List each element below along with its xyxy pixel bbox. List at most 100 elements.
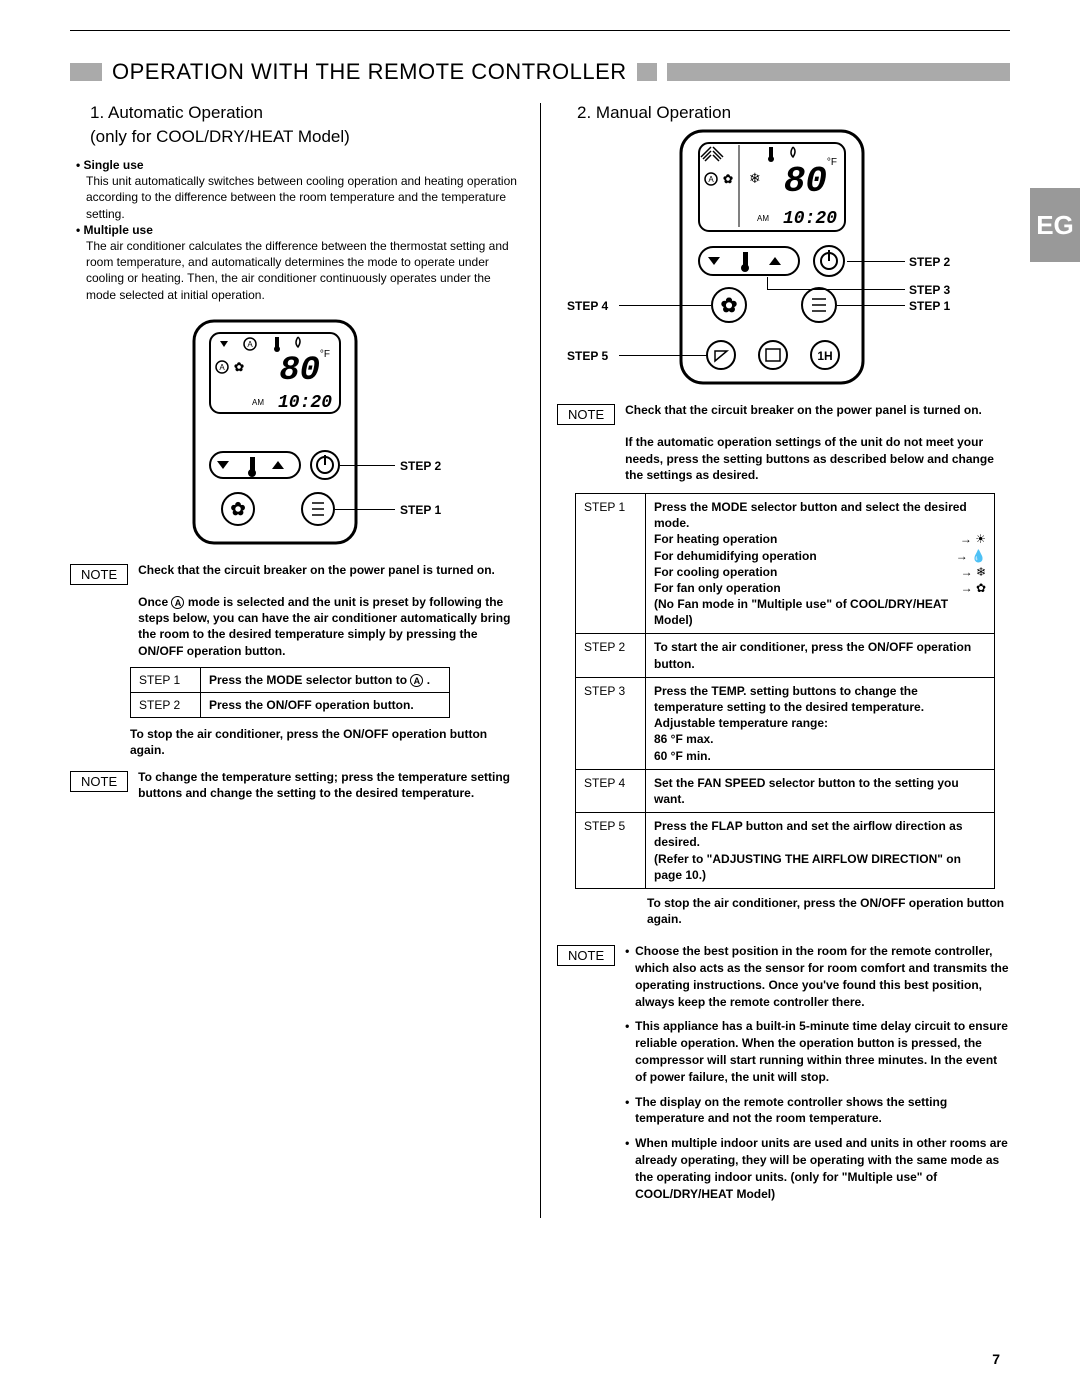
note1-text-l: Check that the circuit breaker on the po… — [138, 562, 524, 659]
r-cell-step3-desc: Press the TEMP. setting buttons to chang… — [646, 677, 995, 769]
note2-text-l: To change the temperature setting; press… — [138, 769, 524, 801]
note1a-l: Check that the circuit breaker on the po… — [138, 563, 495, 577]
table-row: STEP 5 Press the FLAP button and set the… — [576, 813, 995, 889]
svg-text:A: A — [219, 363, 225, 372]
auto-heading: 1. Automatic Operation — [90, 103, 524, 123]
leader-step2-l — [340, 465, 395, 466]
svg-text:10:20: 10:20 — [278, 393, 332, 413]
leader-step3v — [767, 277, 768, 289]
cell-step2-desc: Press the ON/OFF operation button. — [201, 693, 450, 718]
svg-text:AM: AM — [252, 398, 264, 407]
note1-row-r: NOTE Check that the circuit breaker on t… — [557, 402, 1010, 483]
r-cell-step4: STEP 4 — [576, 769, 646, 812]
r-step1-l1: Press the MODE selector button and selec… — [654, 499, 986, 531]
auto-bullets: • Single use This unit automatically swi… — [76, 157, 524, 303]
step-table-left: STEP 1 Press the MODE selector button to… — [130, 667, 450, 718]
manual-heading-text: Manual Operation — [596, 103, 731, 122]
two-column-layout: 1. Automatic Operation (only for COOL/DR… — [70, 103, 1010, 1218]
svg-text:A: A — [247, 340, 253, 349]
svg-text:80: 80 — [784, 161, 827, 202]
note1b-r: If the automatic operation settings of t… — [625, 435, 994, 481]
auto-heading-num: 1. — [90, 103, 104, 122]
leader-step3-r — [767, 289, 905, 290]
column-manual: 2. Manual Operation A ✿ ❄ — [540, 103, 1010, 1218]
after-table-l: To stop the air conditioner, press the O… — [130, 726, 524, 758]
note2-i1: Choose the best position in the room for… — [625, 943, 1010, 1010]
svg-text:°F: °F — [320, 349, 330, 360]
svg-text:°F: °F — [827, 157, 837, 168]
step5-label-r: STEP 5 — [567, 349, 608, 363]
note2-i4: When multiple indoor units are used and … — [625, 1135, 1010, 1202]
step1-label-l: STEP 1 — [400, 503, 441, 517]
bullet-single-text: This unit automatically switches between… — [86, 173, 524, 222]
remote-svg-right: A ✿ ❄ 80 °F AM 10:20 — [677, 127, 867, 387]
r-step1-note: (No Fan mode in "Multiple use" of COOL/D… — [654, 596, 986, 628]
note1-text-r: Check that the circuit breaker on the po… — [625, 402, 1010, 483]
svg-text:✿: ✿ — [230, 499, 245, 519]
svg-text:AM: AM — [757, 214, 769, 223]
leader-step4-r — [619, 305, 711, 306]
r-step3-c: 86 °F max. — [654, 731, 986, 747]
step2-label-l: STEP 2 — [400, 459, 441, 473]
svg-text:✿: ✿ — [721, 295, 738, 317]
leader-step5-r — [619, 355, 707, 356]
remote-svg-left: A A ✿ 80 °F AM 10:20 — [190, 317, 360, 547]
cell-step1-desc: Press the MODE selector button to A . — [201, 667, 450, 692]
r-heat: For heating operation — [654, 531, 777, 547]
leader-step1-r — [837, 305, 905, 306]
auto-icon: A — [410, 674, 423, 687]
manual-page: OPERATION WITH THE REMOTE CONTROLLER 1. … — [0, 0, 1080, 1397]
note2-list-r: Choose the best position in the room for… — [625, 943, 1010, 1210]
r-cell-step1-desc: Press the MODE selector button and selec… — [646, 493, 995, 634]
svg-text:❄: ❄ — [749, 170, 761, 186]
note1b2-l: mode is selected and the unit is preset … — [138, 595, 510, 658]
step2-label-r: STEP 2 — [909, 255, 950, 269]
arrow-fan-icon: → ✿ — [961, 580, 986, 596]
r-cell-step2: STEP 2 — [576, 634, 646, 677]
step3-label-r: STEP 3 — [909, 283, 950, 297]
title-block-mid — [637, 63, 657, 81]
r-step3-d: 60 °F min. — [654, 748, 986, 764]
step-table-right: STEP 1 Press the MODE selector button an… — [575, 493, 995, 889]
after-table-r: To stop the air conditioner, press the O… — [647, 895, 1010, 927]
leader-step1-l — [335, 509, 395, 510]
r-step3-a: Press the TEMP. setting buttons to chang… — [654, 683, 986, 715]
note2-i3: The display on the remote controller sho… — [625, 1094, 1010, 1128]
title-block-right — [667, 63, 1010, 81]
note-box-r1: NOTE — [557, 404, 615, 425]
column-automatic: 1. Automatic Operation (only for COOL/DR… — [70, 103, 540, 1218]
svg-text:1H: 1H — [817, 349, 832, 363]
r-cell-step1: STEP 1 — [576, 493, 646, 634]
svg-text:10:20: 10:20 — [783, 209, 837, 229]
title-row: OPERATION WITH THE REMOTE CONTROLLER — [70, 59, 1010, 85]
manual-heading: 2. Manual Operation — [577, 103, 1010, 123]
auto-heading-text: Automatic Operation — [108, 103, 263, 122]
r-cell-step3: STEP 3 — [576, 677, 646, 769]
svg-text:✿: ✿ — [234, 360, 244, 374]
cell-step1-a: Press the MODE selector button to — [209, 673, 407, 687]
table-row: STEP 3 Press the TEMP. setting buttons t… — [576, 677, 995, 769]
auto-heading-sub: (only for COOL/DRY/HEAT Model) — [90, 127, 524, 147]
table-row: STEP 1 Press the MODE selector button an… — [576, 493, 995, 634]
table-row: STEP 4 Set the FAN SPEED selector button… — [576, 769, 995, 812]
r-step3-b: Adjustable temperature range: — [654, 715, 986, 731]
r-step5-a: Press the FLAP button and set the airflo… — [654, 818, 986, 850]
note1b-l: Once — [138, 595, 168, 609]
r-cell-step4-desc: Set the FAN SPEED selector button to the… — [646, 769, 995, 812]
arrow-dehum-icon: → 💧 — [956, 548, 986, 564]
table-row: STEP 2 To start the air conditioner, pre… — [576, 634, 995, 677]
note-box-r2: NOTE — [557, 945, 615, 966]
bullet-single-label: • Single use — [76, 157, 524, 173]
r-step5-b: (Refer to "ADJUSTING THE AIRFLOW DIRECTI… — [654, 851, 986, 883]
svg-text:✿: ✿ — [723, 172, 733, 186]
remote-diagram-left: A A ✿ 80 °F AM 10:20 — [190, 317, 440, 552]
page-number: 7 — [992, 1351, 1000, 1367]
r-cell-step5-desc: Press the FLAP button and set the airflo… — [646, 813, 995, 889]
table-row: STEP 2 Press the ON/OFF operation button… — [131, 693, 450, 718]
cell-step2: STEP 2 — [131, 693, 201, 718]
arrow-cool-icon: → ❄ — [961, 564, 986, 580]
cell-step1-b: . — [427, 673, 430, 687]
r-dehum: For dehumidifying operation — [654, 548, 817, 564]
page-title: OPERATION WITH THE REMOTE CONTROLLER — [112, 59, 627, 85]
note2-row-r: NOTE Choose the best position in the roo… — [557, 943, 1010, 1210]
